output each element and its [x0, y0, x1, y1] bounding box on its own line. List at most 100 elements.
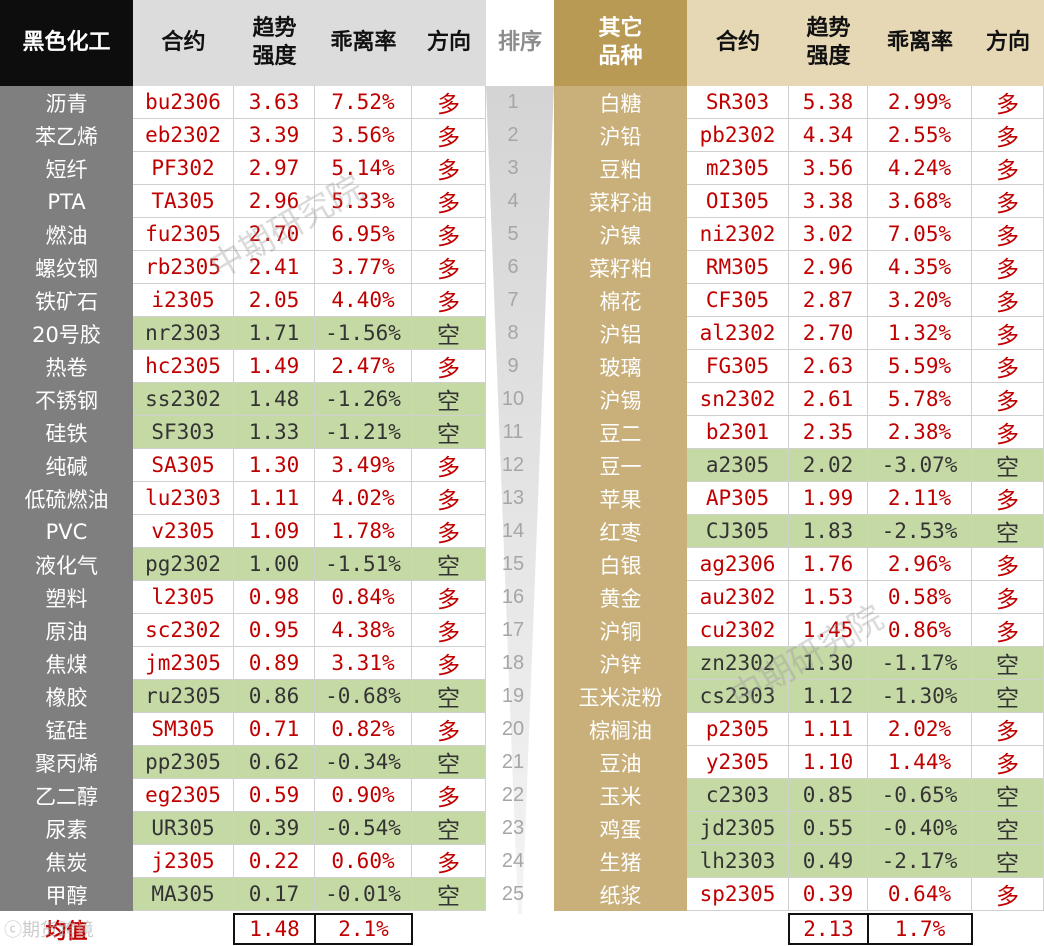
- right-row-1-dev: 2.99%: [868, 86, 972, 119]
- rank-6: 6: [507, 256, 519, 278]
- left-row-6-name: 螺纹钢: [0, 251, 133, 284]
- left-row-9-contract: hc2305: [133, 350, 234, 383]
- right-row-13-dev: 2.11%: [868, 482, 972, 515]
- left-row-7-dev: 4.40%: [315, 284, 412, 317]
- left-row-10-dev: -1.26%: [315, 383, 412, 416]
- left-row-20-dev: 0.82%: [315, 713, 412, 746]
- left-row-11-dir: 空: [412, 416, 486, 449]
- left-row-14-dir: 多: [412, 515, 486, 548]
- right-row-12-trend: 2.02: [789, 449, 868, 482]
- left-row-9-dir: 多: [412, 350, 486, 383]
- rank-13: 13: [501, 487, 525, 509]
- left-row-8-trend: 1.71: [234, 317, 315, 350]
- left-row-6-trend: 2.41: [234, 251, 315, 284]
- right-row-19-trend: 1.12: [789, 680, 868, 713]
- left-row-3-trend: 2.97: [234, 152, 315, 185]
- right-row-9-contract: FG305: [687, 350, 789, 383]
- left-row-16-dev: 0.84%: [315, 581, 412, 614]
- rank-4: 4: [507, 190, 519, 212]
- right-row-4-contract: OI305: [687, 185, 789, 218]
- left-row-19-dev: -0.68%: [315, 680, 412, 713]
- left-row-1-dir: 多: [412, 86, 486, 119]
- left-row-18-dir: 多: [412, 647, 486, 680]
- right-row-9-dev: 5.59%: [868, 350, 972, 383]
- right-row-15-name: 白银: [554, 548, 687, 581]
- sort-gradient-shape: [486, 86, 554, 914]
- left-row-13-trend: 1.11: [234, 482, 315, 515]
- right-row-16-trend: 1.53: [789, 581, 868, 614]
- right-row-15-contract: ag2306: [687, 548, 789, 581]
- right-row-17-contract: cu2302: [687, 614, 789, 647]
- right-row-6-contract: RM305: [687, 251, 789, 284]
- header-deviation-left: 乖离率: [315, 0, 412, 86]
- right-row-18-trend: 1.30: [789, 647, 868, 680]
- left-row-2-dev: 3.56%: [315, 119, 412, 152]
- left-row-9-name: 热卷: [0, 350, 133, 383]
- logo-icon: ⓒ: [4, 920, 22, 941]
- right-row-6-dev: 4.35%: [868, 251, 972, 284]
- left-row-8-contract: nr2303: [133, 317, 234, 350]
- left-row-13-contract: lu2303: [133, 482, 234, 515]
- left-row-14-trend: 1.09: [234, 515, 315, 548]
- right-row-2-contract: pb2302: [687, 119, 789, 152]
- left-row-13-dir: 多: [412, 482, 486, 515]
- right-row-20-dev: 2.02%: [868, 713, 972, 746]
- left-row-22-contract: eg2305: [133, 779, 234, 812]
- left-row-10-trend: 1.48: [234, 383, 315, 416]
- right-row-20-contract: p2305: [687, 713, 789, 746]
- left-row-17-dev: 4.38%: [315, 614, 412, 647]
- left-row-9-dev: 2.47%: [315, 350, 412, 383]
- rank-12: 12: [501, 454, 525, 476]
- left-row-4-contract: TA305: [133, 185, 234, 218]
- rank-21: 21: [501, 751, 525, 773]
- right-row-22-contract: c2303: [687, 779, 789, 812]
- left-row-1-trend: 3.63: [234, 86, 315, 119]
- right-row-24-name: 生猪: [554, 845, 687, 878]
- right-row-25-dir: 多: [972, 878, 1044, 911]
- rank-15: 15: [501, 553, 525, 575]
- right-row-10-name: 沪锡: [554, 383, 687, 416]
- rank-14: 14: [501, 520, 525, 542]
- left-row-6-dev: 3.77%: [315, 251, 412, 284]
- left-row-16-name: 塑料: [0, 581, 133, 614]
- left-row-20-dir: 多: [412, 713, 486, 746]
- right-row-23-trend: 0.55: [789, 812, 868, 845]
- right-row-8-contract: al2302: [687, 317, 789, 350]
- right-row-3-trend: 3.56: [789, 152, 868, 185]
- left-row-22-name: 乙二醇: [0, 779, 133, 812]
- left-row-18-name: 焦煤: [0, 647, 133, 680]
- right-row-17-dir: 多: [972, 614, 1044, 647]
- right-row-9-dir: 多: [972, 350, 1044, 383]
- left-row-19-name: 橡胶: [0, 680, 133, 713]
- right-row-8-name: 沪铝: [554, 317, 687, 350]
- left-row-24-dev: 0.60%: [315, 845, 412, 878]
- right-row-2-dir: 多: [972, 119, 1044, 152]
- left-row-15-dir: 空: [412, 548, 486, 581]
- right-row-25-trend: 0.39: [789, 878, 868, 911]
- right-row-11-trend: 2.35: [789, 416, 868, 449]
- right-row-5-dir: 多: [972, 218, 1044, 251]
- left-row-5-trend: 2.70: [234, 218, 315, 251]
- left-row-22-trend: 0.59: [234, 779, 315, 812]
- right-row-11-name: 豆二: [554, 416, 687, 449]
- right-row-22-trend: 0.85: [789, 779, 868, 812]
- left-row-5-dev: 6.95%: [315, 218, 412, 251]
- right-row-10-dev: 5.78%: [868, 383, 972, 416]
- right-trend-average: 2.13: [788, 913, 869, 945]
- right-row-17-name: 沪铜: [554, 614, 687, 647]
- left-row-14-contract: v2305: [133, 515, 234, 548]
- right-row-5-contract: ni2302: [687, 218, 789, 251]
- left-row-21-contract: pp2305: [133, 746, 234, 779]
- right-row-19-dev: -1.30%: [868, 680, 972, 713]
- left-row-11-name: 硅铁: [0, 416, 133, 449]
- right-row-14-contract: CJ305: [687, 515, 789, 548]
- right-row-7-contract: CF305: [687, 284, 789, 317]
- left-row-7-contract: i2305: [133, 284, 234, 317]
- left-row-10-contract: ss2302: [133, 383, 234, 416]
- right-row-16-dev: 0.58%: [868, 581, 972, 614]
- left-row-16-trend: 0.98: [234, 581, 315, 614]
- right-row-1-dir: 多: [972, 86, 1044, 119]
- left-row-22-dir: 多: [412, 779, 486, 812]
- left-row-6-contract: rb2305: [133, 251, 234, 284]
- left-row-17-trend: 0.95: [234, 614, 315, 647]
